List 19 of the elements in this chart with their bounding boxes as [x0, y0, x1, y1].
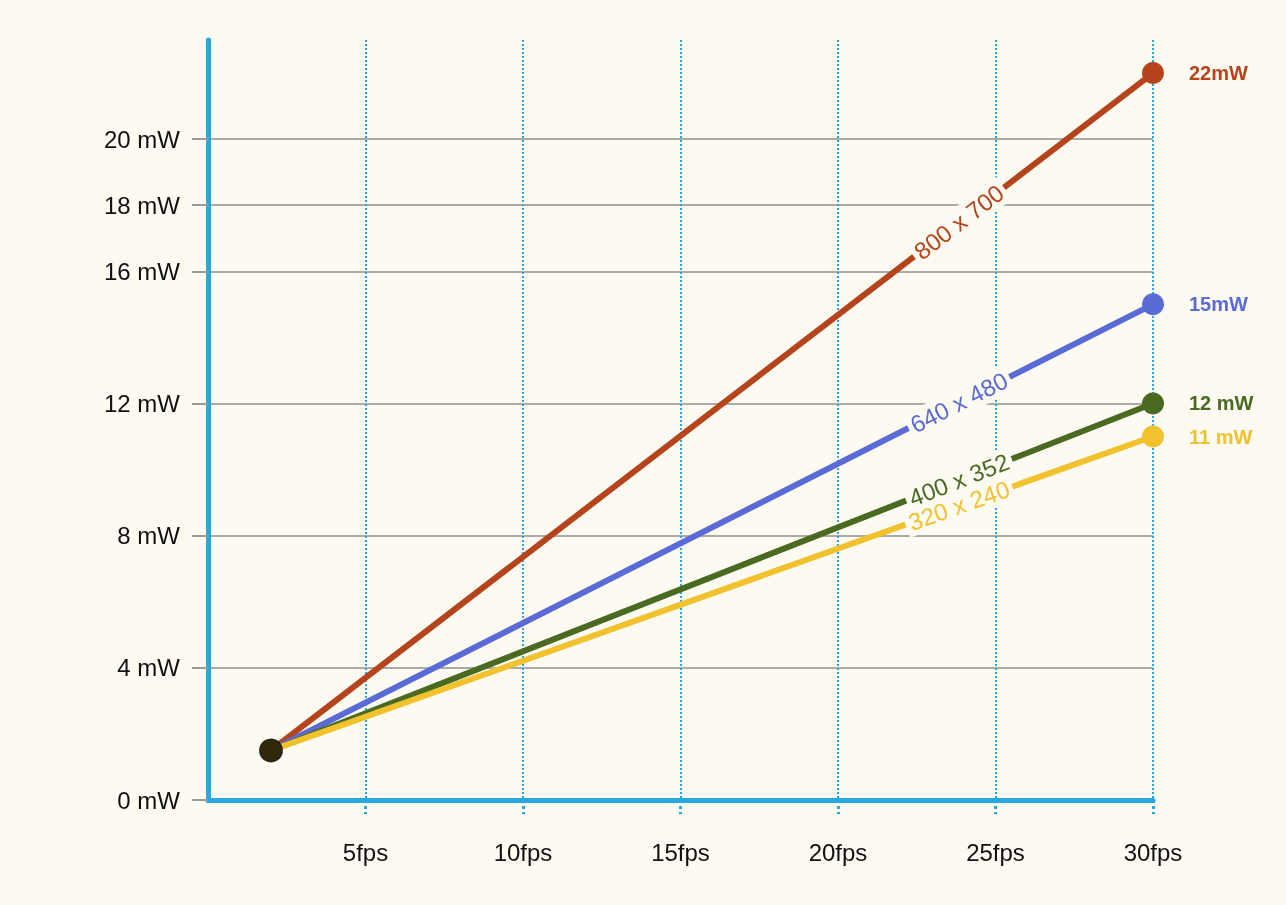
y-tick-label: 18 mW — [103, 191, 181, 219]
data-label: 15mW — [1189, 293, 1249, 316]
x-tick-label: 30fps — [1123, 838, 1183, 866]
x-tick-label: 25fps — [966, 838, 1025, 866]
x-tick-label: 20fps — [808, 838, 868, 866]
y-tick-label: 16 mW — [103, 257, 181, 285]
data-label: 22mW — [1189, 62, 1249, 85]
y-tick-label: 8 mW — [117, 522, 181, 550]
x-tick-label: 15fps — [651, 838, 710, 866]
y-tick-label: 20 mW — [103, 125, 181, 153]
y-tick-label: 12 mW — [103, 389, 181, 417]
text: 800 x 700 — [908, 179, 1009, 265]
y-tick-label: 0 mW — [117, 786, 181, 814]
y-tick-label: 4 mW — [117, 654, 181, 682]
data-label: 12 mW — [1189, 392, 1254, 415]
x-tick-label: 5fps — [342, 838, 389, 866]
text: 640 x 480 — [905, 366, 1013, 439]
x-tick-label: 10fps — [493, 838, 553, 866]
data-label: 11 mW — [1189, 425, 1253, 448]
